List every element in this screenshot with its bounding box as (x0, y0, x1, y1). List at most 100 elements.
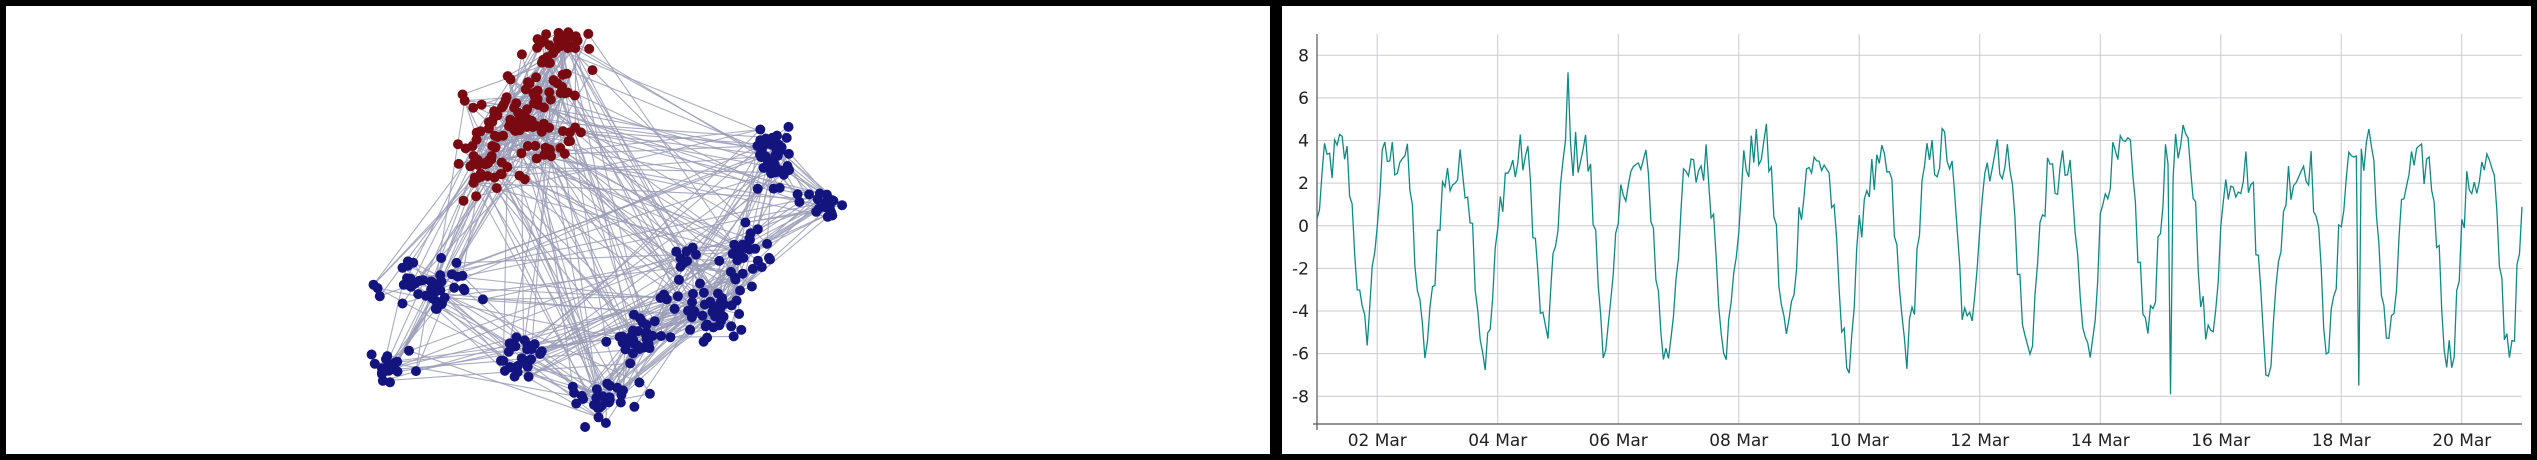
node-red (565, 136, 575, 147)
graph-edge (558, 32, 680, 281)
node-red (491, 183, 502, 194)
node-blue (601, 336, 612, 347)
node-red (490, 142, 501, 153)
node-blue (496, 355, 506, 366)
node-blue (374, 291, 385, 302)
graph-edge (454, 287, 661, 299)
node-blue (820, 202, 831, 213)
x-tick-label: 20 Mar (2432, 431, 2491, 451)
node-blue (669, 303, 680, 314)
node-blue (655, 293, 666, 303)
node-blue (736, 324, 747, 335)
node-red (575, 127, 586, 138)
node-blue (812, 194, 823, 205)
node-blue (567, 381, 578, 392)
node-red (498, 99, 509, 110)
node-red (548, 75, 559, 86)
node-blue (756, 262, 767, 273)
node-red (514, 170, 525, 181)
node-blue (512, 367, 523, 378)
node-blue (368, 279, 379, 290)
node-red (505, 114, 516, 125)
node-blue (758, 162, 769, 173)
node-red (520, 84, 531, 95)
node-blue (726, 321, 737, 332)
node-blue (413, 289, 424, 300)
node-blue (745, 228, 756, 239)
node-blue (522, 344, 533, 355)
node-red (530, 120, 541, 131)
node-blue (618, 385, 628, 396)
node-blue (768, 183, 779, 194)
node-blue (418, 275, 429, 286)
node-red (583, 28, 594, 39)
node-blue (458, 283, 469, 294)
x-tick-label: 18 Mar (2312, 431, 2371, 451)
graph-edge (374, 329, 634, 365)
timeseries-chart: 8 6 4 2 0 -2 -4 -6 -8 02 Mar 04 Mar 06 Mar 08 Mar 10… (1292, 34, 2523, 451)
network-graph-panel (6, 6, 1270, 454)
node-blue (390, 357, 400, 368)
node-blue (804, 189, 815, 200)
node-red (475, 126, 486, 137)
node-blue (408, 257, 419, 268)
node-red (487, 116, 498, 127)
node-red (544, 40, 555, 51)
graph-edge (385, 250, 687, 360)
node-blue (698, 287, 709, 298)
node-blue (411, 366, 421, 377)
node-blue (511, 332, 522, 343)
node-blue (621, 335, 631, 346)
graph-edge (534, 297, 661, 345)
y-tick-label: 0 (1298, 217, 1309, 237)
graph-edge (434, 177, 476, 288)
graph-edge (517, 129, 761, 367)
node-blue (404, 345, 414, 356)
node-blue (708, 322, 719, 333)
node-blue (656, 331, 667, 341)
y-tick-label: -4 (1292, 302, 1309, 322)
node-red (522, 141, 533, 151)
node-blue (687, 242, 698, 253)
node-blue (426, 284, 437, 295)
node-red (529, 98, 540, 109)
node-blue (734, 309, 745, 319)
node-red (476, 99, 487, 110)
node-blue (369, 358, 380, 369)
graph-edge (575, 348, 640, 405)
node-blue (641, 334, 652, 344)
node-blue (628, 325, 638, 336)
graph-edge (567, 36, 705, 293)
graph-edge (472, 145, 750, 239)
node-blue (408, 279, 419, 290)
node-blue (436, 276, 446, 287)
node-blue (756, 152, 767, 163)
node-red (516, 148, 527, 159)
node-blue (451, 257, 462, 268)
graph-edge (502, 166, 508, 361)
node-blue (729, 239, 740, 250)
node-red (472, 159, 483, 170)
graph-edge (580, 131, 776, 157)
node-blue (728, 331, 739, 342)
graph-edge (507, 166, 776, 174)
series-line (1316, 72, 2523, 395)
graph-edge (469, 166, 608, 384)
node-blue (821, 189, 832, 200)
node-blue (504, 338, 515, 349)
node-red (453, 158, 464, 169)
node-blue (837, 200, 848, 211)
graph-edge (473, 182, 596, 406)
y-tick-label: 8 (1298, 46, 1309, 66)
graph-edge (473, 155, 662, 337)
node-blue (695, 278, 705, 289)
graph-edge (480, 176, 599, 418)
graph-edge (473, 182, 818, 200)
node-red (468, 102, 479, 113)
node-blue (767, 132, 778, 143)
node-blue (457, 270, 468, 281)
node-blue (526, 354, 537, 365)
graph-edge (408, 194, 828, 282)
graph-edge (410, 146, 782, 288)
node-blue (710, 311, 721, 322)
